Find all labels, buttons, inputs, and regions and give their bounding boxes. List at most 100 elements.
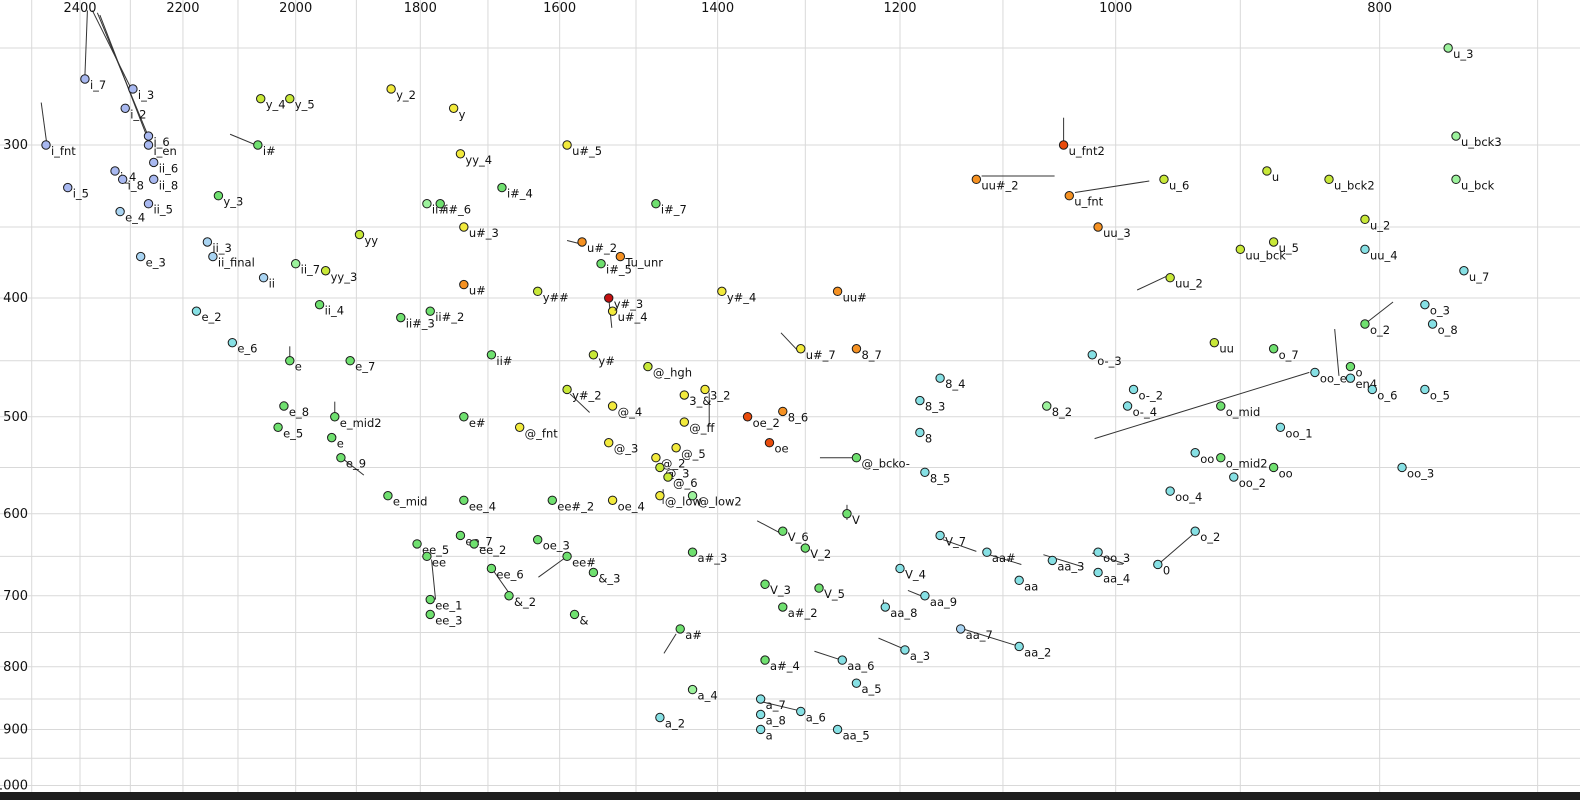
point-label: aa_3	[1057, 559, 1084, 573]
leader-line	[763, 701, 800, 712]
data-point	[1042, 401, 1052, 411]
point-label: ee_4	[469, 499, 496, 513]
data-point	[143, 131, 154, 141]
data-point	[497, 182, 507, 193]
point-label: ee_6	[496, 567, 523, 581]
point-label: e_mid	[393, 495, 428, 509]
point-label: i_en	[153, 144, 176, 158]
data-point	[396, 312, 406, 323]
data-point	[778, 602, 788, 612]
data-point	[422, 199, 432, 209]
data-point	[687, 684, 698, 695]
point-label: Tu_unr	[624, 256, 663, 270]
data-point	[796, 706, 806, 717]
point-label: V_4	[905, 567, 926, 581]
point-label: V_7	[945, 534, 966, 548]
point-label: i_7	[90, 78, 106, 92]
data-point	[837, 655, 847, 665]
point-label: aa_6	[847, 659, 874, 673]
point-label: ii_6	[159, 161, 178, 175]
leader-line	[1136, 275, 1167, 291]
data-point	[1268, 237, 1279, 247]
data-point	[832, 724, 843, 735]
leader-line	[342, 458, 365, 476]
data-point	[1014, 641, 1024, 652]
y-tick-label: 900	[3, 722, 28, 737]
point-label: oo_1	[1285, 426, 1312, 440]
data-point	[687, 491, 698, 501]
data-point	[412, 539, 422, 549]
point-label: i#_6	[445, 203, 471, 217]
point-label: @_5	[681, 447, 706, 461]
x-tick-label: 2000	[279, 1, 312, 16]
point-label: o_2	[1370, 323, 1390, 337]
x-tick-label: 2400	[63, 1, 96, 16]
point-label: o_8	[1438, 323, 1458, 337]
point-label: 0	[1163, 563, 1170, 577]
data-point	[383, 491, 393, 501]
leader-line	[878, 637, 904, 649]
leader-line	[493, 570, 509, 593]
point-label: e	[337, 437, 344, 451]
data-point	[880, 602, 890, 612]
point-label: e#	[469, 416, 486, 430]
data-point	[117, 174, 128, 185]
point-label: 3_&	[689, 394, 711, 408]
x-tick-label: 1800	[404, 1, 437, 16]
data-point	[588, 350, 599, 360]
data-point	[596, 259, 606, 269]
point-label: @_hgh	[653, 366, 692, 380]
point-label: u_bck2	[1334, 178, 1375, 192]
data-point	[832, 286, 843, 297]
point-label: aa_8	[890, 606, 917, 620]
point-label: u_3	[1453, 47, 1473, 61]
point-label: oo_4	[1175, 490, 1202, 504]
point-label: ii_final	[218, 256, 255, 270]
point-label: e_3	[146, 256, 166, 270]
point-label: u#	[469, 284, 486, 298]
data-point	[514, 422, 525, 432]
data-point	[915, 427, 925, 438]
point-label: V_6	[788, 530, 809, 544]
data-point	[717, 286, 727, 297]
point-label: y#	[598, 354, 614, 368]
point-label: a#_2	[788, 606, 818, 620]
data-point	[135, 251, 146, 262]
data-point	[459, 412, 469, 422]
data-point	[700, 384, 710, 395]
data-point	[1165, 486, 1175, 496]
data-point	[143, 199, 154, 209]
data-point	[41, 140, 51, 150]
point-label: yy	[364, 234, 378, 248]
leader-line	[942, 539, 977, 552]
data-point	[1420, 384, 1430, 395]
data-point	[1209, 337, 1220, 348]
point-label: i_3	[138, 88, 154, 102]
data-point	[814, 583, 824, 593]
data-point	[742, 412, 753, 422]
point-label: e_mid2	[340, 416, 382, 430]
data-point	[455, 530, 466, 541]
point-label: uu_3	[1103, 226, 1131, 240]
data-point	[920, 467, 930, 477]
data-point	[604, 293, 614, 303]
data-point	[679, 417, 690, 427]
data-point	[755, 724, 766, 735]
point-label: o-_4	[1133, 405, 1157, 419]
point-label: a_5	[861, 682, 881, 696]
data-point	[851, 453, 862, 463]
data-point	[1345, 361, 1356, 372]
point-label: o_3	[1430, 304, 1450, 318]
data-point	[256, 94, 266, 104]
data-point	[110, 166, 120, 176]
point-label: e	[295, 360, 302, 374]
point-label: ee#	[572, 555, 596, 569]
point-label: @_fnt	[525, 426, 559, 440]
point-label: u_2	[1370, 218, 1390, 232]
point-label: aa_2	[1024, 645, 1051, 659]
point-label: uu_4	[1370, 248, 1398, 262]
point-label: 8_4	[945, 377, 965, 391]
point-label: @_low2	[698, 495, 742, 509]
data-point	[671, 443, 681, 453]
data-point	[562, 384, 572, 395]
